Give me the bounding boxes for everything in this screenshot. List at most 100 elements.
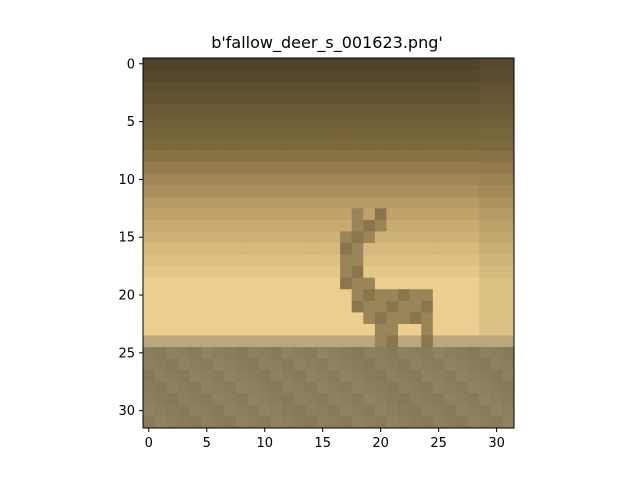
deer-pixel xyxy=(363,219,376,232)
image-pixel xyxy=(479,115,492,128)
image-pixel xyxy=(200,173,214,186)
image-pixel xyxy=(421,347,434,360)
image-pixel xyxy=(282,138,295,151)
image-pixel xyxy=(154,150,167,163)
image-pixel xyxy=(200,69,214,82)
image-pixel xyxy=(340,69,353,82)
image-pixel xyxy=(235,381,248,394)
image-pixel xyxy=(258,358,272,371)
image-pixel xyxy=(444,312,457,325)
image-pixel xyxy=(177,150,190,163)
deer-pixel xyxy=(386,323,399,336)
image-pixel xyxy=(224,243,237,256)
image-pixel xyxy=(293,266,306,279)
image-pixel xyxy=(467,277,480,290)
image-pixel xyxy=(212,104,225,117)
image-pixel xyxy=(235,115,248,128)
image-pixel xyxy=(154,381,167,394)
image-pixel xyxy=(456,347,469,360)
image-pixel xyxy=(456,150,469,163)
image-pixel xyxy=(502,115,515,128)
image-pixel xyxy=(316,335,329,348)
image-pixel xyxy=(328,173,341,186)
image-pixel xyxy=(177,393,190,406)
image-pixel xyxy=(432,323,445,336)
image-pixel xyxy=(398,219,411,232)
image-pixel xyxy=(467,58,480,71)
image-pixel xyxy=(502,173,515,186)
image-pixel xyxy=(270,323,283,336)
image-pixel xyxy=(398,231,411,244)
image-pixel xyxy=(479,92,492,105)
deer-pixel xyxy=(351,277,364,290)
image-pixel xyxy=(235,81,248,94)
image-pixel xyxy=(282,81,295,94)
image-pixel xyxy=(386,104,399,117)
image-pixel xyxy=(154,323,167,336)
image-pixel xyxy=(143,393,156,406)
image-pixel xyxy=(270,208,283,221)
image-pixel xyxy=(212,69,225,82)
image-pixel xyxy=(224,381,237,394)
image-pixel xyxy=(235,92,248,105)
image-pixel xyxy=(467,115,480,128)
image-pixel xyxy=(479,358,492,371)
image-pixel xyxy=(363,347,376,360)
image-pixel xyxy=(409,370,422,383)
image-pixel xyxy=(258,69,272,82)
image-pixel xyxy=(421,185,434,198)
image-pixel xyxy=(421,115,434,128)
image-pixel xyxy=(143,138,156,151)
image-pixel xyxy=(328,185,341,198)
image-pixel xyxy=(305,92,318,105)
image-pixel xyxy=(351,381,364,394)
image-pixel xyxy=(258,370,272,383)
image-pixel xyxy=(293,150,306,163)
image-pixel xyxy=(143,289,156,302)
image-pixel xyxy=(467,69,480,82)
image-pixel xyxy=(305,416,318,429)
image-pixel xyxy=(490,115,503,128)
image-pixel xyxy=(363,254,376,267)
image-pixel xyxy=(293,381,306,394)
image-pixel xyxy=(363,173,376,186)
image-pixel xyxy=(143,231,156,244)
image-pixel xyxy=(143,323,156,336)
image-pixel xyxy=(316,243,329,256)
image-pixel xyxy=(479,162,492,175)
image-pixel xyxy=(351,335,364,348)
image-pixel xyxy=(386,416,399,429)
image-pixel xyxy=(467,381,480,394)
image-pixel xyxy=(200,115,214,128)
image-pixel xyxy=(467,323,480,336)
image-pixel xyxy=(247,254,260,267)
image-pixel xyxy=(200,312,214,325)
image-pixel xyxy=(154,266,167,279)
image-pixel xyxy=(444,358,457,371)
image-pixel xyxy=(247,196,260,209)
image-pixel xyxy=(340,335,353,348)
image-pixel xyxy=(444,289,457,302)
image-pixel xyxy=(293,254,306,267)
image-pixel xyxy=(247,277,260,290)
image-pixel xyxy=(316,300,329,313)
image-pixel xyxy=(212,162,225,175)
image-pixel xyxy=(189,266,202,279)
image-pixel xyxy=(270,416,283,429)
image-pixel xyxy=(235,266,248,279)
image-pixel xyxy=(328,127,341,140)
image-pixel xyxy=(200,254,214,267)
image-pixel xyxy=(166,277,179,290)
image-pixel xyxy=(421,370,434,383)
image-pixel xyxy=(479,381,492,394)
image-pixel xyxy=(444,416,457,429)
image-pixel xyxy=(479,335,492,348)
image-pixel xyxy=(154,69,167,82)
image-pixel xyxy=(479,173,492,186)
image-pixel xyxy=(316,323,329,336)
image-pixel xyxy=(270,358,283,371)
image-pixel xyxy=(409,162,422,175)
image-pixel xyxy=(444,115,457,128)
image-pixel xyxy=(328,416,341,429)
image-pixel xyxy=(363,185,376,198)
